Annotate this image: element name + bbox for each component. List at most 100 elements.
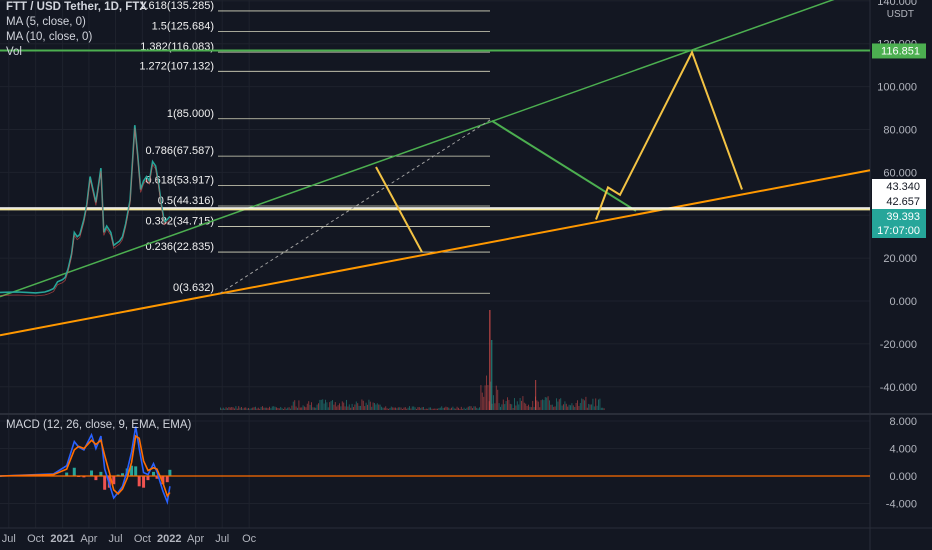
- macd-title[interactable]: MACD (12, 26, close, 9, EMA, EMA): [6, 419, 192, 431]
- volume-bar: [428, 407, 430, 410]
- volume-bar: [368, 399, 370, 410]
- volume-bar: [298, 400, 300, 410]
- volume-bar: [413, 406, 415, 410]
- volume-bar: [221, 408, 223, 410]
- volume-bar: [599, 398, 601, 410]
- volume-bar: [228, 407, 230, 410]
- volume-bar: [575, 402, 577, 410]
- volume-bar: [232, 407, 234, 410]
- volume-bar: [382, 407, 384, 410]
- volume-bar: [220, 407, 221, 410]
- volume-bar: [546, 397, 548, 410]
- price-axis-label-text: 39.393: [886, 211, 920, 223]
- volume-bar: [473, 406, 475, 410]
- volume-bar: [344, 406, 346, 410]
- volume-bar: [357, 403, 359, 410]
- volume-bar: [549, 400, 550, 410]
- volume-bar: [435, 408, 437, 410]
- volume-bar: [539, 407, 541, 410]
- macd-histogram-bar: [90, 470, 94, 476]
- volume-bar: [418, 407, 420, 410]
- volume-bar: [568, 404, 570, 410]
- volume-bar: [253, 407, 255, 410]
- trend-drawings[interactable]: [0, 0, 871, 337]
- macd-tick-label: 8.000: [889, 416, 917, 428]
- volume-bar: [350, 407, 352, 410]
- price-axis-label-text: 43.340: [886, 181, 920, 193]
- volume-bars: [220, 310, 605, 410]
- volume-bar: [255, 406, 256, 410]
- macd-histogram-bar: [137, 476, 141, 487]
- volume-bar: [593, 406, 595, 410]
- volume-bar: [535, 380, 537, 410]
- volume-bar: [472, 408, 473, 410]
- volume-bar: [469, 406, 471, 410]
- volume-bar: [390, 406, 392, 410]
- price-series: [0, 125, 171, 297]
- fib-level-label: 0.786(67.587): [146, 145, 215, 157]
- yellow-drop-line: [375, 166, 423, 253]
- volume-bar: [231, 406, 233, 410]
- indicator-ma10[interactable]: MA (10, close, 0): [6, 31, 93, 43]
- volume-bar: [571, 403, 573, 410]
- volume-bar: [280, 406, 282, 410]
- volume-bar: [504, 404, 506, 410]
- volume-bar: [312, 407, 314, 410]
- volume-bar: [333, 404, 335, 410]
- macd-histogram-bar: [142, 476, 146, 488]
- symbol-title[interactable]: FTT / USD Tether, 1D, FTX: [6, 1, 147, 13]
- macd-histogram-bar: [99, 471, 103, 476]
- volume-bar: [267, 408, 269, 410]
- volume-bar: [308, 401, 310, 410]
- volume-bar: [509, 403, 511, 410]
- volume-bar: [339, 403, 340, 410]
- volume-bar: [353, 407, 354, 410]
- volume-bar: [299, 407, 301, 410]
- price-axis-label-box: [872, 209, 926, 224]
- x-tick-label: Oc: [242, 533, 257, 545]
- volume-bar: [442, 407, 444, 410]
- volume-bar: [227, 408, 228, 410]
- volume-bar: [592, 398, 594, 410]
- volume-bar: [318, 403, 319, 410]
- volume-bar: [498, 403, 500, 410]
- y-tick-label: 140.000: [877, 0, 917, 8]
- volume-bar: [392, 407, 394, 410]
- volume-bar: [396, 408, 398, 410]
- volume-bar: [525, 403, 527, 410]
- x-tick-label: 2021: [50, 533, 74, 545]
- fib-level-label: 1.5(125.684): [152, 21, 214, 33]
- x-tick-label: 2022: [157, 533, 181, 545]
- volume-bar: [334, 402, 336, 410]
- macd-histogram-bar: [168, 469, 172, 476]
- volume-bar: [252, 407, 254, 410]
- y-tick-label: 80.000: [883, 124, 917, 136]
- volume-bar: [553, 406, 555, 410]
- volume-bar: [347, 406, 349, 410]
- volume-bar: [481, 392, 483, 410]
- macd-histogram-bar: [130, 465, 134, 476]
- macd-histogram-bar: [112, 476, 116, 485]
- volume-bar: [530, 407, 532, 410]
- volume-bar: [330, 400, 332, 410]
- volume-bar: [558, 399, 560, 410]
- volume-bar: [236, 408, 238, 410]
- volume-bar: [542, 399, 543, 410]
- volume-bar: [393, 407, 395, 410]
- volume-bar: [304, 406, 305, 410]
- volume-bar: [589, 404, 591, 410]
- volume-bar: [432, 408, 434, 410]
- volume-bar: [557, 401, 559, 410]
- y-tick-label: -20.000: [880, 339, 917, 351]
- indicator-ma5[interactable]: MA (5, close, 0): [6, 16, 86, 28]
- volume-bar: [397, 407, 399, 410]
- volume-bar: [476, 407, 478, 410]
- fibonacci-levels: 1.618(135.285)1.5(125.684)1.382(116.083)…: [139, 0, 490, 294]
- volume-bar: [584, 400, 585, 410]
- volume-bar: [493, 395, 494, 410]
- indicator-volume[interactable]: Vol: [6, 46, 22, 58]
- volume-bar: [395, 407, 396, 410]
- volume-bar: [437, 408, 438, 410]
- volume-bar: [266, 407, 268, 410]
